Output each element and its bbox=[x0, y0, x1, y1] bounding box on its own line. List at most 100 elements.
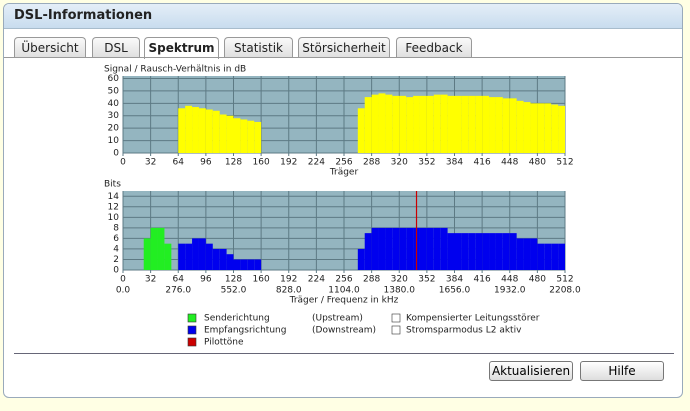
panel: DSL-Informationen Übersicht DSL Spektrum… bbox=[3, 3, 683, 398]
tab[interactable]: DSL bbox=[92, 37, 140, 58]
bar bbox=[475, 95, 483, 153]
y-tick-label: 40 bbox=[108, 99, 120, 109]
bar bbox=[509, 233, 517, 270]
x2-tick-label: 0.0 bbox=[116, 286, 131, 296]
x2-tick-label: 828.0 bbox=[276, 286, 302, 296]
bar bbox=[523, 238, 531, 270]
bar bbox=[385, 94, 393, 153]
bar bbox=[378, 227, 386, 270]
tab[interactable]: Feedback bbox=[396, 37, 472, 58]
bar bbox=[198, 108, 206, 153]
bar bbox=[378, 93, 386, 153]
x-tick-label: 416 bbox=[474, 158, 491, 168]
bar bbox=[495, 233, 503, 270]
bar bbox=[178, 108, 186, 153]
bar bbox=[537, 243, 545, 270]
bar bbox=[440, 94, 448, 153]
y-tick-label: 4 bbox=[113, 244, 119, 254]
legend-label: Pilottöne bbox=[204, 338, 244, 348]
x-tick-label: 416 bbox=[474, 275, 491, 285]
chart-title: Bits bbox=[104, 180, 121, 190]
legend-swatch bbox=[187, 313, 197, 323]
bar bbox=[254, 121, 262, 153]
bar bbox=[226, 115, 234, 153]
bar bbox=[205, 109, 213, 153]
y-tick-label: 10 bbox=[108, 136, 120, 146]
bar bbox=[558, 243, 565, 270]
y-tick-label: 8 bbox=[113, 223, 119, 233]
bar bbox=[482, 95, 490, 153]
x-tick-label: 0 bbox=[120, 275, 126, 285]
bar bbox=[226, 254, 234, 270]
legend-label: Senderichtung bbox=[204, 314, 270, 324]
bar bbox=[530, 103, 538, 153]
legend-swatch bbox=[187, 337, 197, 347]
x-tick-label: 480 bbox=[529, 275, 546, 285]
x-tick-label: 128 bbox=[225, 158, 242, 168]
bar bbox=[357, 108, 365, 153]
bar bbox=[240, 259, 248, 270]
bar bbox=[551, 104, 559, 153]
legend-note: (Upstream) bbox=[312, 314, 363, 324]
bar bbox=[357, 248, 365, 270]
refresh-button[interactable]: Aktualisieren bbox=[489, 361, 573, 381]
bar bbox=[419, 95, 427, 153]
bar bbox=[426, 227, 434, 270]
x-tick-label: 160 bbox=[253, 158, 270, 168]
x-tick-label: 192 bbox=[280, 158, 297, 168]
chart-title: Signal / Rausch-Verhältnis in dB bbox=[104, 65, 246, 75]
x-axis-label: Träger bbox=[329, 168, 359, 178]
bar bbox=[502, 233, 510, 270]
bar bbox=[212, 248, 220, 270]
bar bbox=[247, 120, 255, 153]
bar bbox=[537, 103, 545, 153]
bar bbox=[482, 233, 490, 270]
x2-tick-label: 1104.0 bbox=[328, 286, 360, 296]
tab[interactable]: Störsicherheit bbox=[298, 37, 390, 58]
help-button[interactable]: Hilfe bbox=[580, 361, 664, 381]
x-tick-label: 352 bbox=[418, 158, 435, 168]
x-tick-label: 32 bbox=[145, 275, 156, 285]
bar bbox=[468, 95, 476, 153]
bar bbox=[192, 238, 199, 270]
bar bbox=[433, 94, 441, 153]
tab-line bbox=[4, 57, 682, 58]
tab[interactable]: Übersicht bbox=[14, 37, 86, 58]
tab[interactable]: Statistik bbox=[224, 37, 293, 58]
indicator-label: Stromsparmodus L2 aktiv bbox=[406, 326, 522, 336]
bar bbox=[419, 227, 427, 270]
legend-label: Empfangsrichtung bbox=[204, 326, 286, 336]
x-tick-label: 320 bbox=[391, 158, 408, 168]
x-tick-label: 384 bbox=[446, 275, 463, 285]
bar bbox=[544, 243, 552, 270]
x-tick-label: 256 bbox=[335, 158, 352, 168]
bar bbox=[530, 238, 538, 270]
x-tick-label: 64 bbox=[173, 275, 185, 285]
bar bbox=[516, 100, 524, 153]
legend-note: (Downstream) bbox=[312, 326, 376, 336]
bar bbox=[544, 103, 552, 153]
x2-tick-label: 1380.0 bbox=[384, 286, 416, 296]
x-tick-label: 384 bbox=[446, 158, 463, 168]
bar bbox=[233, 259, 241, 270]
bar bbox=[240, 119, 248, 153]
bar bbox=[364, 97, 372, 153]
x2-tick-label: 276.0 bbox=[165, 286, 191, 296]
bar bbox=[254, 259, 262, 270]
y-tick-label: 30 bbox=[108, 111, 120, 121]
bar bbox=[247, 259, 255, 270]
x-tick-label: 256 bbox=[335, 275, 352, 285]
y-tick-label: 60 bbox=[108, 74, 120, 84]
bar bbox=[475, 233, 483, 270]
x-tick-label: 96 bbox=[200, 158, 212, 168]
y-tick-label: 12 bbox=[108, 202, 119, 212]
bar bbox=[399, 227, 407, 270]
page-title: DSL-Informationen bbox=[14, 8, 153, 23]
x-tick-label: 224 bbox=[308, 275, 325, 285]
x-tick-label: 160 bbox=[253, 275, 270, 285]
bar bbox=[219, 114, 227, 153]
bar bbox=[413, 95, 420, 153]
tab[interactable]: Spektrum bbox=[144, 37, 219, 59]
